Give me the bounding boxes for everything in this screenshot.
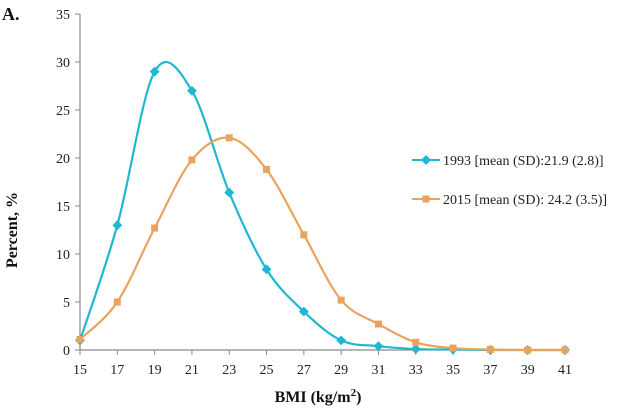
series-1993-point: [261, 264, 272, 275]
x-tick-label: 27: [297, 363, 311, 378]
y-tick-label: 25: [56, 104, 70, 119]
series-1993-point: [410, 344, 421, 354]
legend-1993-marker: [421, 155, 431, 165]
x-tick-label: 19: [148, 363, 162, 378]
y-tick-label: 5: [63, 296, 70, 311]
x-axis-title: BMI (kg/m2): [275, 387, 362, 406]
series-1993-point: [186, 85, 197, 96]
series-2015-point: [263, 166, 271, 174]
legend-item-2015: 2015 [mean (SD): 24.2 (3.5)]: [412, 193, 607, 208]
series-2015-point: [412, 338, 420, 346]
series-2015-point: [561, 346, 569, 354]
series-1993-point: [112, 220, 123, 231]
series-2015-point: [449, 344, 457, 352]
x-tick-label: 21: [185, 363, 199, 378]
series-2015-line: [79, 136, 565, 352]
series-1993-point: [298, 306, 309, 317]
series-2015-point: [337, 296, 345, 304]
x-tick-label: 41: [558, 363, 572, 378]
x-tick-label: 17: [110, 363, 124, 378]
panel-label: A.: [2, 4, 20, 24]
legend: 1993 [mean (SD):21.9 (2.8)] 2015 [mean (…: [412, 154, 607, 208]
legend-item-1993: 1993 [mean (SD):21.9 (2.8)]: [412, 154, 604, 169]
x-tick-label: 39: [521, 363, 535, 378]
series-2015-point: [188, 156, 196, 164]
y-tick-label: 10: [56, 248, 70, 263]
series-1993-point: [336, 335, 347, 346]
series-2015-point: [524, 346, 532, 354]
y-tick-label: 15: [56, 200, 70, 215]
x-tick-label: 37: [483, 363, 497, 378]
x-tick-label: 35: [446, 363, 460, 378]
legend-2015-label: 2015 [mean (SD): 24.2 (3.5)]: [443, 193, 607, 208]
x-axis-title-tail: ): [356, 389, 361, 406]
y-axis-ticks: 0 5 10 15 20 25 30 35: [56, 8, 80, 359]
series-layer: [75, 61, 570, 355]
x-tick-label: 31: [371, 363, 385, 378]
legend-1993-label: 1993 [mean (SD):21.9 (2.8)]: [443, 154, 604, 169]
y-tick-label: 0: [63, 344, 70, 359]
x-tick-label: 23: [222, 363, 236, 378]
legend-2015-marker: [422, 195, 430, 203]
series-2015-point: [113, 298, 121, 306]
series-1993-point: [373, 341, 384, 352]
axes: [79, 14, 565, 351]
x-tick-label: 25: [260, 363, 274, 378]
x-tick-label: 29: [334, 363, 348, 378]
series-1993-point: [149, 66, 160, 77]
x-axis-ticks: 15 17 19 21 23 25 27 29 31 33 35 37 39 41: [73, 350, 572, 378]
y-tick-label: 20: [56, 152, 70, 167]
x-tick-label: 33: [409, 363, 423, 378]
y-tick-label: 35: [56, 8, 70, 23]
series-2015-point: [76, 335, 84, 343]
series-2015-point: [300, 231, 308, 239]
x-axis-title-main: BMI (kg/m: [275, 389, 352, 406]
series-2015-point: [225, 134, 233, 142]
series-2015-point: [486, 346, 494, 354]
x-tick-label: 15: [73, 363, 87, 378]
x-axis-title-superscript: 2: [351, 387, 357, 399]
series-1993-point: [224, 187, 235, 198]
y-tick-label: 30: [56, 56, 70, 71]
series-2015-point: [151, 224, 159, 232]
series-2015-point: [374, 320, 382, 328]
y-axis-title: Percent, %: [4, 192, 21, 268]
